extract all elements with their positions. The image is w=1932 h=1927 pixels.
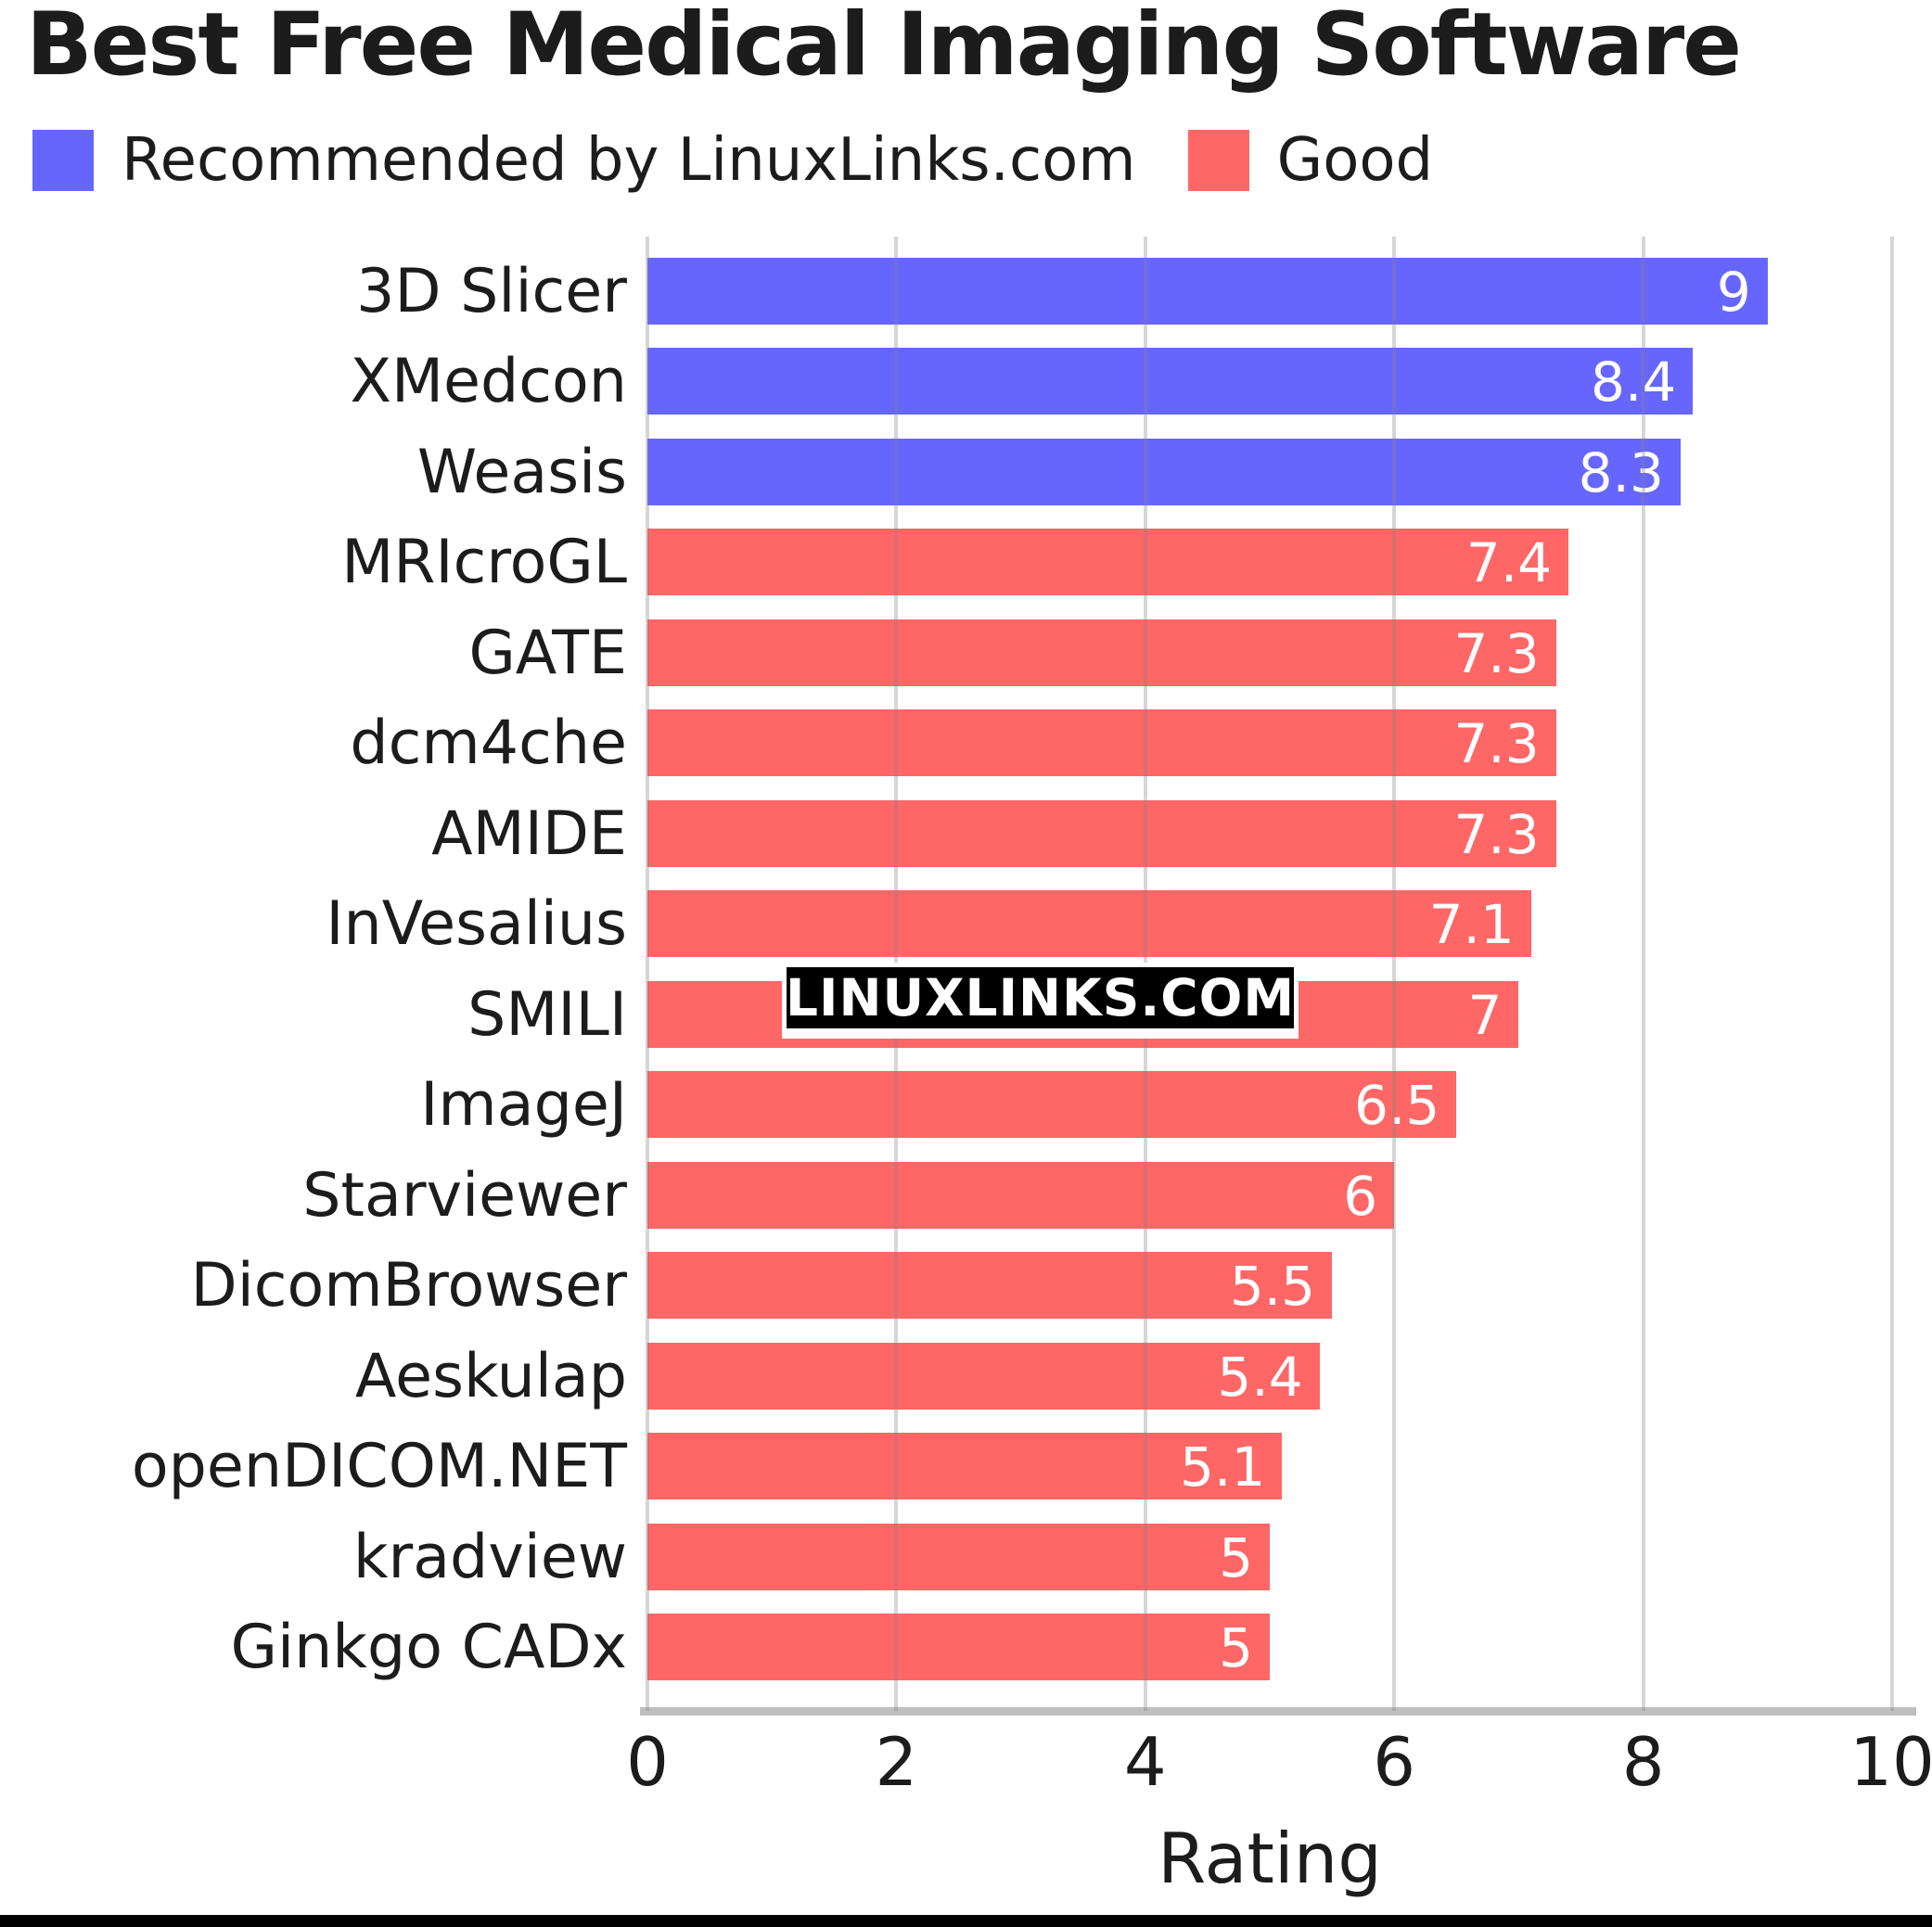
bar-starviewer: 6 bbox=[647, 1161, 1395, 1229]
category-label-starviewer: Starviewer bbox=[302, 1160, 627, 1231]
bar-value-label: 8.3 bbox=[1578, 440, 1664, 504]
bar-imagej: 6.5 bbox=[647, 1071, 1457, 1139]
category-label-invesalius: InVesalius bbox=[326, 889, 627, 960]
x-tick-label-0: 0 bbox=[626, 1723, 669, 1801]
gridline-x-8 bbox=[1641, 236, 1645, 1711]
category-label-mricrogl: MRIcroGL bbox=[341, 528, 627, 598]
category-label-weasis: Weasis bbox=[416, 437, 627, 507]
bar-3d-slicer: 9 bbox=[647, 257, 1768, 325]
bar-value-label: 5 bbox=[1219, 1616, 1253, 1680]
bar-amide: 7.3 bbox=[647, 799, 1556, 867]
gridline-x-10 bbox=[1890, 236, 1894, 1711]
bar-xmedcon: 8.4 bbox=[647, 348, 1694, 415]
category-label-3d-slicer: 3D Slicer bbox=[356, 256, 627, 326]
bar-value-label: 5.5 bbox=[1229, 1255, 1316, 1319]
legend-swatch-recommended bbox=[32, 130, 94, 191]
bar-gate: 7.3 bbox=[647, 619, 1556, 686]
category-label-aeskulap: Aeskulap bbox=[354, 1341, 627, 1411]
category-label-ginkgo-cadx: Ginkgo CADx bbox=[230, 1613, 627, 1683]
legend: Recommended by LinuxLinks.com Good bbox=[32, 126, 1433, 195]
category-label-opendicom-net: openDICOM.NET bbox=[131, 1432, 627, 1502]
gridline-x-0 bbox=[646, 236, 649, 1711]
gridline-x-6 bbox=[1392, 236, 1397, 1711]
category-label-dicombrowser: DicomBrowser bbox=[190, 1251, 627, 1321]
bar-mricrogl: 7.4 bbox=[647, 529, 1569, 596]
bar-value-label: 7.3 bbox=[1453, 802, 1540, 866]
bar-value-label: 5.4 bbox=[1217, 1345, 1303, 1409]
bar-aeskulap: 5.4 bbox=[647, 1342, 1320, 1410]
bar-value-label: 9 bbox=[1716, 260, 1751, 324]
bar-value-label: 7.4 bbox=[1465, 531, 1553, 595]
bar-value-label: 6 bbox=[1343, 1164, 1378, 1228]
bar-value-label: 7 bbox=[1467, 983, 1503, 1047]
bar-value-label: 6.5 bbox=[1354, 1074, 1440, 1138]
legend-label-recommended: Recommended by LinuxLinks.com bbox=[122, 126, 1136, 195]
bar-weasis: 8.3 bbox=[647, 438, 1681, 505]
x-tick-label-8: 8 bbox=[1621, 1723, 1665, 1801]
category-label-dcm4che: dcm4che bbox=[350, 708, 627, 779]
footer-bar bbox=[0, 1915, 1932, 1927]
bar-value-label: 5.1 bbox=[1180, 1436, 1266, 1499]
category-label-smili: SMILI bbox=[467, 979, 627, 1050]
x-tick-label-4: 4 bbox=[1123, 1723, 1167, 1801]
category-label-amide: AMIDE bbox=[431, 798, 627, 869]
bar-value-label: 7.1 bbox=[1428, 893, 1515, 957]
bar-kradview: 5 bbox=[647, 1523, 1270, 1590]
bar-dicombrowser: 5.5 bbox=[647, 1252, 1333, 1320]
bar-invesalius: 7.1 bbox=[647, 890, 1531, 958]
bar-dcm4che: 7.3 bbox=[647, 709, 1556, 777]
bar-value-label: 7.3 bbox=[1453, 712, 1540, 776]
category-label-kradview: kradview bbox=[352, 1522, 627, 1592]
chart-title: Best Free Medical Imaging Software bbox=[26, 0, 1742, 96]
category-label-xmedcon: XMedcon bbox=[350, 347, 627, 417]
x-axis-title: Rating bbox=[1158, 1818, 1382, 1899]
x-tick-label-2: 2 bbox=[875, 1723, 918, 1801]
bar-value-label: 8.4 bbox=[1591, 351, 1677, 415]
bar-value-label: 5 bbox=[1219, 1525, 1253, 1589]
legend-label-good: Good bbox=[1276, 126, 1434, 195]
category-label-imagej: ImageJ bbox=[420, 1070, 627, 1141]
watermark: LINUXLINKS.COM bbox=[782, 963, 1299, 1033]
x-axis-line bbox=[640, 1707, 1916, 1716]
legend-swatch-good bbox=[1187, 130, 1249, 191]
category-label-gate: GATE bbox=[468, 618, 627, 688]
bar-value-label: 7.3 bbox=[1453, 621, 1540, 685]
x-tick-label-6: 6 bbox=[1373, 1723, 1416, 1801]
bar-ginkgo-cadx: 5 bbox=[647, 1614, 1270, 1681]
x-tick-label-10: 10 bbox=[1849, 1723, 1932, 1801]
category-labels: 3D Slicer XMedcon Weasis MRIcroGL GATE dcm4ch… bbox=[0, 236, 638, 1711]
bar-opendicom-net: 5.1 bbox=[647, 1433, 1283, 1500]
